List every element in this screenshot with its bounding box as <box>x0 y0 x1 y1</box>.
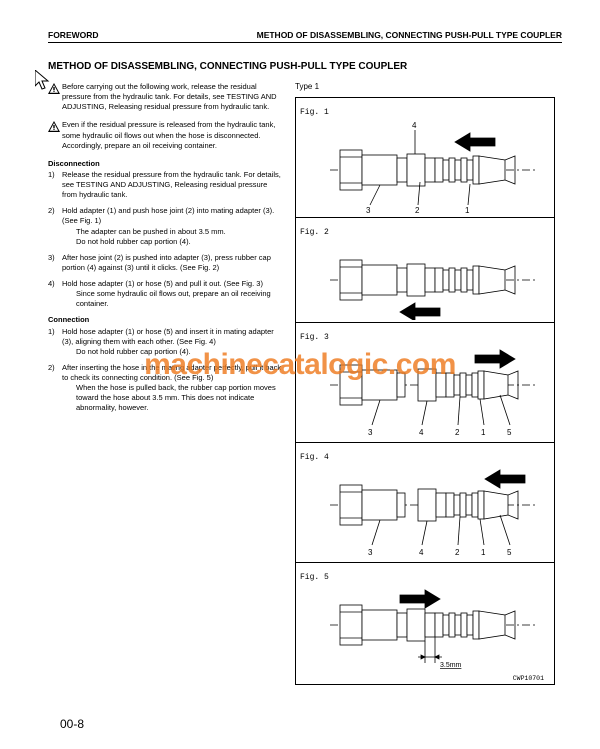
figure-ref-code: CWP10701 <box>300 675 550 682</box>
figure-column: Type 1 Fig. 1 <box>295 82 555 685</box>
disc-item-1: 1) Release the residual pressure from th… <box>48 170 283 200</box>
coupler-diagram-5: 3.5mm <box>300 585 550 675</box>
item-text: Release the residual pressure from the h… <box>62 170 283 200</box>
content-area: Before carrying out the following work, … <box>48 82 562 685</box>
sub-text: Since some hydraulic oil flows out, prep… <box>62 289 283 309</box>
figure-1: Fig. 1 <box>295 97 555 218</box>
warning-icon <box>48 120 62 150</box>
page-title: METHOD OF DISASSEMBLING, CONNECTING PUSH… <box>48 61 562 72</box>
svg-text:3: 3 <box>368 428 373 437</box>
disc-item-2: 2) Hold adapter (1) and push hose joint … <box>48 206 283 247</box>
warning-block-1: Before carrying out the following work, … <box>48 82 283 112</box>
figure-label: Fig. 3 <box>300 333 550 342</box>
figure-5: Fig. 5 3.5mm <box>295 563 555 685</box>
figure-label: Fig. 1 <box>300 108 550 117</box>
coupler-diagram-1: 4 3 2 1 <box>300 120 550 215</box>
item-number: 1) <box>48 327 62 357</box>
coupler-diagram-3: 3 4 2 1 5 <box>300 345 550 440</box>
svg-text:2: 2 <box>455 428 460 437</box>
svg-text:4: 4 <box>419 428 424 437</box>
disc-item-3: 3) After hose joint (2) is pushed into a… <box>48 253 283 273</box>
disc-item-4: 4) Hold hose adapter (1) or hose (5) and… <box>48 279 283 309</box>
page-number: 00-8 <box>60 717 84 731</box>
coupler-diagram-2 <box>300 240 550 320</box>
svg-text:1: 1 <box>465 206 470 215</box>
item-number: 4) <box>48 279 62 309</box>
connection-heading: Connection <box>48 315 283 325</box>
coupler-diagram-4: 3 4 2 1 5 <box>300 465 550 560</box>
item-text: After hose joint (2) is pushed into adap… <box>62 253 283 273</box>
warning-text-1: Before carrying out the following work, … <box>62 82 283 112</box>
figure-4: Fig. 4 3 4 2 1 5 <box>295 443 555 563</box>
header-left: FOREWORD <box>48 30 99 40</box>
item-number: 2) <box>48 206 62 247</box>
svg-text:2: 2 <box>415 206 420 215</box>
svg-text:4: 4 <box>419 548 424 557</box>
warning-icon <box>48 82 62 112</box>
header-right: METHOD OF DISASSEMBLING, CONNECTING PUSH… <box>257 30 562 40</box>
item-text: Hold adapter (1) and push hose joint (2)… <box>62 206 283 247</box>
svg-text:2: 2 <box>455 548 460 557</box>
item-text: Hold hose adapter (1) or hose (5) and pu… <box>62 279 283 309</box>
sub-text: The adapter can be pushed in about 3.5 m… <box>62 227 283 237</box>
svg-text:1: 1 <box>481 428 486 437</box>
sub-text: Do not hold rubber cap portion (4). <box>62 347 283 357</box>
svg-text:3: 3 <box>366 206 371 215</box>
svg-text:3: 3 <box>368 548 373 557</box>
figure-label: Fig. 4 <box>300 453 550 462</box>
figure-3: Fig. 3 3 4 2 1 <box>295 323 555 443</box>
type-label: Type 1 <box>295 82 555 91</box>
svg-text:1: 1 <box>481 548 486 557</box>
warning-text-2: Even if the residual pressure is release… <box>62 120 283 150</box>
conn-item-2: 2) After inserting the hose in the matin… <box>48 363 283 414</box>
sub-text: When the hose is pulled back, the rubber… <box>62 383 283 413</box>
figure-label: Fig. 2 <box>300 228 550 237</box>
item-number: 1) <box>48 170 62 200</box>
page-header: FOREWORD METHOD OF DISASSEMBLING, CONNEC… <box>48 30 562 43</box>
text-column: Before carrying out the following work, … <box>48 82 283 685</box>
conn-item-1: 1) Hold hose adapter (1) or hose (5) and… <box>48 327 283 357</box>
svg-text:5: 5 <box>507 548 512 557</box>
svg-text:3.5mm: 3.5mm <box>440 662 462 669</box>
figure-label: Fig. 5 <box>300 573 550 582</box>
item-number: 2) <box>48 363 62 414</box>
svg-text:5: 5 <box>507 428 512 437</box>
item-number: 3) <box>48 253 62 273</box>
warning-block-2: Even if the residual pressure is release… <box>48 120 283 150</box>
item-text: After inserting the hose in the mating a… <box>62 363 283 414</box>
figure-2: Fig. 2 <box>295 218 555 323</box>
disconnection-heading: Disconnection <box>48 159 283 169</box>
svg-text:4: 4 <box>412 121 417 130</box>
sub-text: Do not hold rubber cap portion (4). <box>62 237 283 247</box>
item-text: Hold hose adapter (1) or hose (5) and in… <box>62 327 283 357</box>
